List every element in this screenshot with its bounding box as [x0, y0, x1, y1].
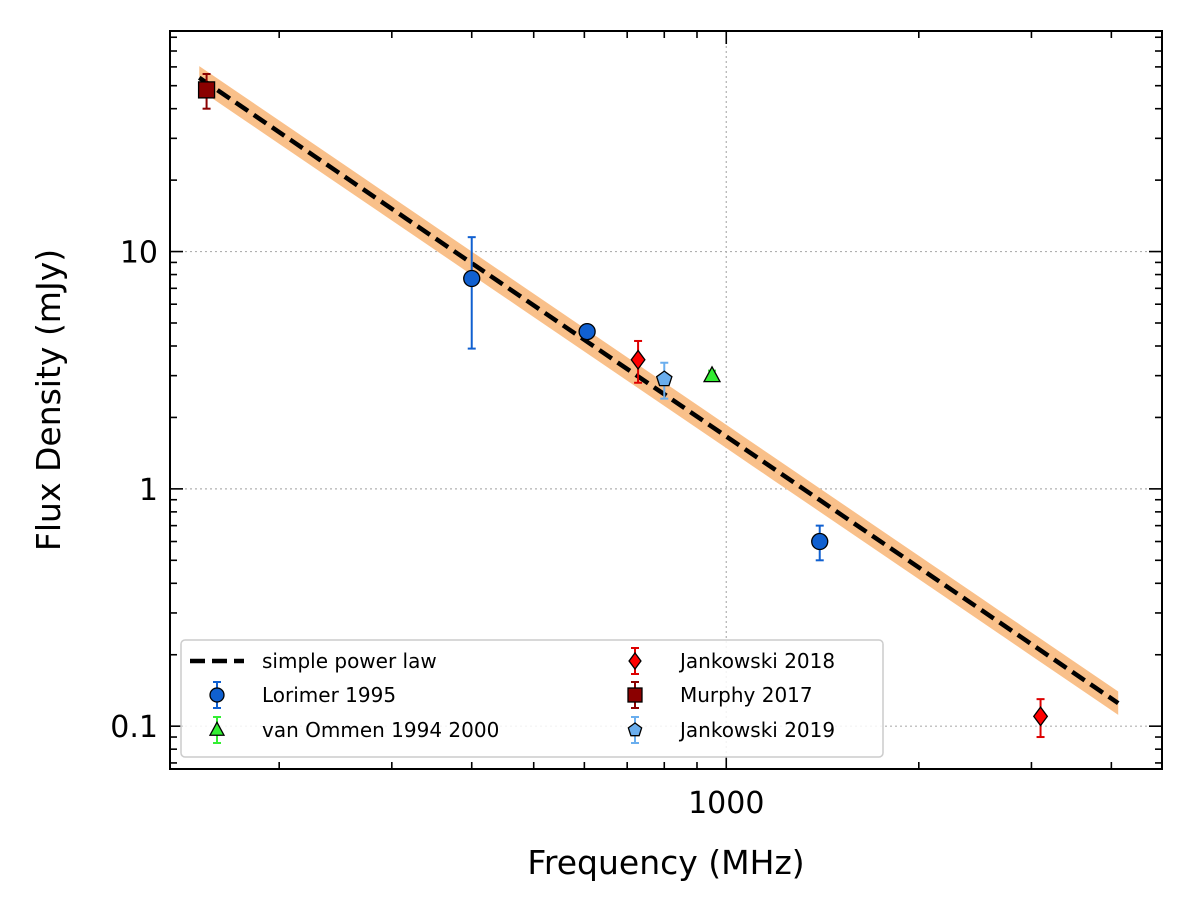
legend-marker — [209, 687, 225, 703]
series-murphy-2017 — [197, 73, 216, 110]
series-jankowski-2019 — [655, 361, 673, 400]
legend-entries: simple power law Lorimer 1995 van Ommen 19… — [190, 647, 835, 744]
y-axis-title: Flux Density (mJy) — [29, 249, 68, 551]
power-law-fit-line — [198, 75, 1120, 706]
legend-label: Murphy 2017 — [680, 683, 813, 707]
data-point — [197, 81, 216, 99]
legend-entry: Lorimer 1995 — [209, 681, 396, 709]
x-tick-label: 1000 — [688, 786, 764, 821]
legend: simple power law Lorimer 1995 van Ommen 19… — [180, 639, 884, 758]
legend-marker — [628, 651, 642, 671]
legend-label: Lorimer 1995 — [262, 683, 396, 707]
fit-layer — [198, 66, 1120, 715]
legend-label: van Ommen 1994 2000 — [262, 718, 499, 742]
legend-label: Jankowski 2019 — [678, 718, 835, 742]
y-tick-label: 0.1 — [110, 710, 158, 745]
series-jankowski-2018 — [630, 339, 1049, 739]
data-point — [655, 370, 673, 387]
data-point — [463, 269, 481, 288]
data-point — [578, 322, 596, 341]
legend-label: simple power law — [262, 649, 437, 673]
error-bar — [467, 236, 476, 350]
legend-box — [180, 639, 884, 758]
series-van-ommen-1994-2000 — [702, 365, 722, 383]
legend-entry: van Ommen 1994 2000 — [208, 716, 499, 744]
legend-entry: Jankowski 2018 — [628, 647, 835, 675]
y-tick-label: 10 — [120, 236, 158, 271]
legend-entry: Murphy 2017 — [627, 681, 813, 709]
legend-marker — [208, 720, 226, 736]
data-point — [811, 532, 829, 551]
legend-label: Jankowski 2018 — [678, 649, 835, 673]
data-point — [630, 349, 646, 371]
legend-marker — [627, 722, 643, 737]
legend-entry: simple power law — [190, 649, 437, 673]
legend-entry: Jankowski 2019 — [627, 716, 835, 744]
series-lorimer-1995 — [463, 236, 829, 562]
x-axis-title: Frequency (MHz) — [527, 843, 804, 882]
data-points — [197, 73, 1049, 739]
data-point — [702, 365, 722, 383]
legend-marker — [627, 687, 643, 703]
axis-ticks — [170, 31, 1162, 769]
y-tick-label: 1 — [139, 473, 158, 508]
plot-frame — [169, 30, 1163, 770]
tick-labels: 1000 0.1 1 10 — [110, 236, 764, 821]
data-point — [1032, 706, 1049, 727]
